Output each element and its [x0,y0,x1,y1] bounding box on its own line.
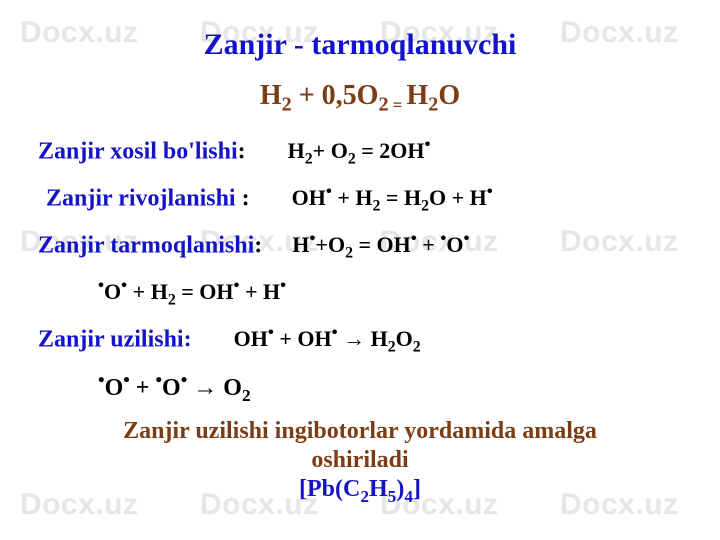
row-equation: H2+ O2 = 2OH• [288,138,431,163]
row-equation: •O• + •O• → O2 [98,375,251,401]
row-label-suffix: : [254,232,262,258]
row-label-suffix: : [242,185,250,211]
row-branching: Zanjir tarmoqlanishi: H•+O2 = OH• + •O• [38,227,682,264]
page-title: Zanjir - tarmoqlanuvchi [38,28,682,62]
footer-line-1: Zanjir uzilishi ingibotorlar yordamida a… [38,417,682,446]
row-development: Zanjir rivojlanishi : OH• + H2 = H2O + H… [38,180,682,217]
main-equation: H2 + 0,5O2 = H2O [38,80,682,117]
row-branching-cont: •O• + H2 = OH• + H• [38,274,682,311]
eq-part: H [406,80,428,111]
row-equation: OH• + H2 = H2O + H• [292,185,493,210]
footer-line-2: oshiriladi [38,446,682,475]
row-formation: Zanjir xosil bo'lishi: H2+ O2 = 2OH• [38,133,682,170]
eq-part: H [260,80,282,111]
row-label: Zanjir xosil bo'lishi [38,138,238,164]
eq-sub: 2 [282,94,292,116]
row-equation: •O• + H2 = OH• + H• [98,279,286,304]
row-termination: Zanjir uzilishi: OH• + OH• → H2O2 [38,321,682,358]
row-label: Zanjir rivojlanishi [46,185,242,211]
eq-equals: = [389,96,407,115]
row-label: Zanjir tarmoqlanishi [38,232,254,258]
row-label: Zanjir uzilishi: [38,326,192,352]
row-termination-cont: •O• + •O• → O2 [38,368,682,407]
footer-formula: [Pb(C2H5)4] [38,475,682,508]
row-label-suffix: : [238,138,246,164]
row-equation: OH• + OH• → H2O2 [234,326,421,351]
eq-part: O [438,80,460,111]
eq-sub: 2 [378,94,388,116]
eq-part: + 0,5O [292,80,379,111]
footer-block: Zanjir uzilishi ingibotorlar yordamida a… [38,417,682,507]
row-equation: H•+O2 = OH• + •O• [292,232,469,257]
slide-content: Zanjir - tarmoqlanuvchi H2 + 0,5O2 = H2O… [38,28,682,507]
eq-sub: 2 [428,94,438,116]
